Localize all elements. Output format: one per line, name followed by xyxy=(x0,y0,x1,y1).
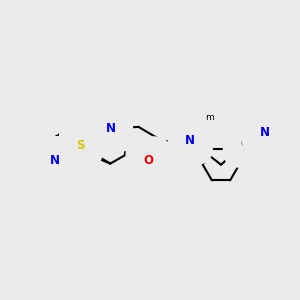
Text: m: m xyxy=(205,113,214,122)
Text: O: O xyxy=(143,154,153,167)
Text: N: N xyxy=(185,134,195,147)
Text: S: S xyxy=(76,139,85,152)
Text: C: C xyxy=(240,137,249,150)
Text: N: N xyxy=(260,126,269,139)
Text: N: N xyxy=(105,122,116,135)
Text: N: N xyxy=(50,154,60,166)
